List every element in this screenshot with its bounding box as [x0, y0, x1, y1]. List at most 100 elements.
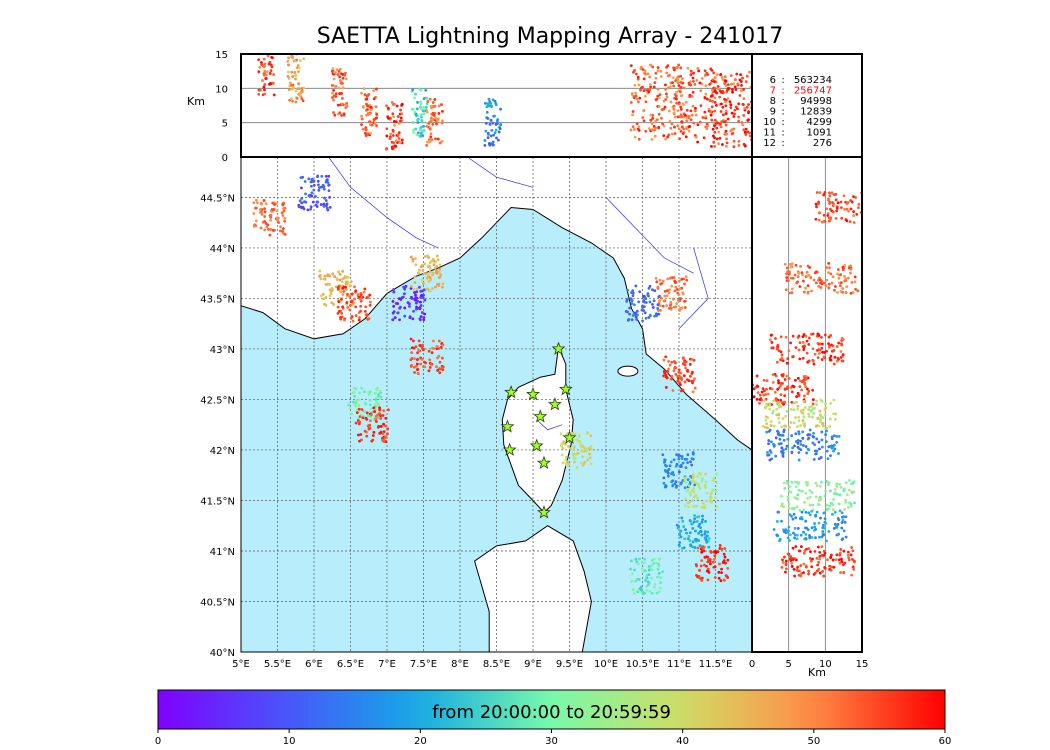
map-ytick-label: 44.5°N	[200, 193, 235, 204]
count-row-colon: :	[781, 138, 784, 149]
right-source-cluster-3	[752, 372, 815, 406]
count-row-value: 4299	[807, 117, 832, 128]
map-xtick-label: 6.5°E	[337, 659, 364, 670]
colorbar	[157, 689, 946, 730]
map-xtick-label: 10°E	[594, 659, 618, 670]
map-source-cluster-1	[297, 174, 332, 212]
map-source-cluster-6	[409, 337, 445, 375]
count-row-colon: :	[781, 107, 784, 118]
right-source-cluster-1	[783, 261, 860, 295]
right-panel-frame	[751, 156, 863, 653]
count-row-label: 9	[770, 107, 776, 118]
count-row-label: 8	[770, 96, 776, 107]
right-xtick-label: 10	[819, 659, 832, 670]
lma-station-marker	[529, 438, 544, 452]
count-row-value: 276	[813, 138, 832, 149]
elba-island	[617, 365, 639, 377]
map-ytick-label: 44°N	[210, 244, 235, 255]
lma-station-marker	[562, 430, 577, 444]
lma-station-marker	[504, 385, 519, 399]
sardinia-island	[474, 525, 592, 652]
colorbar-tick-label: 10	[283, 736, 296, 747]
corsica-island	[501, 345, 574, 514]
right-source-cluster-5	[765, 428, 841, 462]
top-source-cluster-1	[286, 54, 306, 104]
map-source-cluster-4	[391, 284, 427, 322]
lma-station-marker	[537, 505, 551, 519]
map-source-cluster-15	[694, 544, 730, 583]
lma-station-marker	[533, 409, 548, 423]
count-row-colon: :	[781, 117, 784, 128]
map-ytick-label: 41.5°N	[200, 496, 235, 507]
top-source-cluster-6	[425, 97, 444, 147]
lma-station-marker	[526, 387, 540, 401]
count-row-colon: :	[781, 86, 784, 97]
right-xtick-label: 15	[856, 659, 869, 670]
top-ytick-label: 5	[222, 119, 228, 130]
map-ytick-label: 42°N	[210, 446, 235, 457]
map-xtick-label: 10.5°E	[626, 659, 660, 670]
lma-station-marker	[551, 341, 566, 355]
altitude-longitude-panel	[241, 54, 752, 151]
map-xtick-label: 11°E	[667, 659, 691, 670]
right-source-cluster-4	[761, 398, 838, 431]
map-panel	[241, 157, 752, 652]
map-ytick-label: 40.5°N	[200, 597, 235, 608]
map-source-cluster-16	[629, 557, 664, 595]
count-row-label: 11	[763, 128, 776, 139]
map-source-cluster-3	[336, 284, 372, 323]
lma-station-marker	[500, 419, 515, 433]
chart-title: SAETTA Lightning Mapping Array - 241017	[316, 24, 784, 49]
top-ytick-label: 15	[215, 50, 228, 61]
colorbar-tick-label: 40	[676, 736, 689, 747]
count-row-colon: :	[781, 128, 784, 139]
count-row-value: 94998	[800, 96, 832, 107]
map-ytick-label: 40°N	[210, 648, 235, 659]
map-source-cluster-9	[654, 275, 689, 312]
counts-panel-frame	[751, 53, 863, 158]
count-row-label: 12	[763, 138, 776, 149]
top-source-cluster-3	[360, 87, 379, 137]
map-xtick-label: 11.5°E	[699, 659, 733, 670]
map-xtick-label: 5.5°E	[264, 659, 291, 670]
lma-station-marker	[558, 381, 573, 396]
river-line-4	[536, 419, 563, 431]
map-xtick-label: 5°E	[232, 659, 250, 670]
count-row-label: 6	[770, 75, 776, 86]
count-row-label: 7	[770, 86, 776, 97]
map-xtick-label: 9°E	[524, 659, 542, 670]
map-xtick-label: 8.5°E	[483, 659, 510, 670]
count-row-value: 12839	[800, 107, 832, 118]
count-row-value: 563234	[794, 75, 832, 86]
right-xtick-label: 5	[785, 659, 791, 670]
colorbar-tick-label: 20	[414, 736, 427, 747]
count-row-colon: :	[781, 96, 784, 107]
right-source-cluster-2	[768, 332, 845, 366]
map-xtick-label: 6°E	[305, 659, 323, 670]
mainland-coast	[241, 157, 752, 451]
map-source-cluster-8	[354, 406, 390, 443]
lma-station-marker	[547, 397, 562, 411]
map-source-cluster-13	[683, 471, 719, 510]
right-source-cluster-7	[772, 509, 848, 543]
top-source-cluster-0	[257, 54, 276, 97]
map-source-cluster-11	[662, 355, 697, 394]
top-source-cluster-4	[384, 100, 404, 151]
top-source-cluster-7	[483, 97, 503, 147]
colorbar-tick-label: 50	[807, 736, 820, 747]
colorbar-tick-label: 30	[545, 736, 558, 747]
count-row-colon: :	[781, 75, 784, 86]
map-xtick-label: 9.5°E	[556, 659, 583, 670]
map-source-cluster-0	[252, 198, 287, 237]
count-row-value: 256747	[794, 86, 832, 97]
colorbar-tick-label: 0	[155, 736, 161, 747]
top-source-cluster-10	[709, 70, 752, 149]
colorbar-tick-label: 60	[939, 736, 952, 747]
lma-station-marker	[537, 455, 551, 470]
top-ytick-label: 0	[222, 153, 228, 164]
lma-station-marker	[502, 442, 517, 456]
right-source-cluster-8	[780, 545, 856, 578]
map-xtick-label: 7°E	[378, 659, 396, 670]
map-source-cluster-10	[624, 284, 661, 323]
